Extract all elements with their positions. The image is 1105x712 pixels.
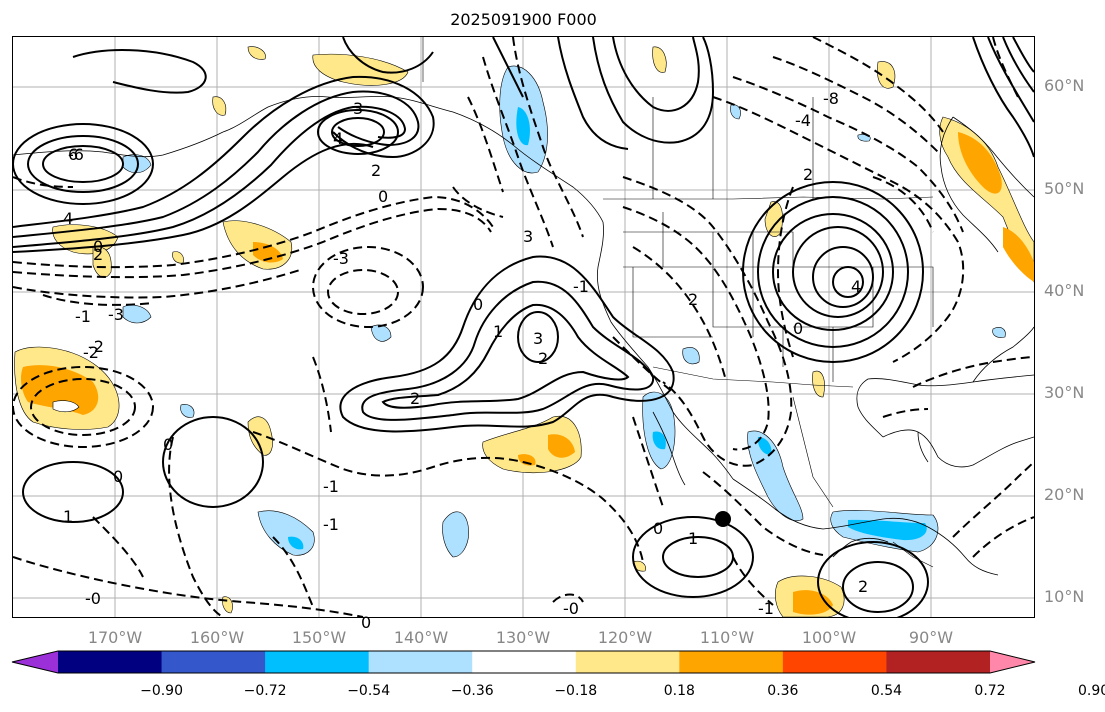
colorbar-segment [472,651,577,673]
contour-value-label: -1 [75,307,91,326]
lat-label-30n: 30°N [1044,383,1085,402]
contour-value-label: -2 [88,337,104,356]
map-panel: 3 4 2 0 6 4 2 -3 -2 -1 0 -3 -2 2 3 2 1 0 3 -1 -0 0 -1 -1 1 -0 0 -8-… [12,36,1035,632]
contour-value-label: 0 [163,435,174,454]
lon-label-90w: 90°W [908,628,954,647]
contour-value-label: 0 [793,319,804,338]
colorbar-segment [265,651,370,673]
lat-label-60n: 60°N [1044,76,1085,95]
lat-label-50n: 50°N [1044,179,1085,198]
contour-value-label: -4 [795,111,811,130]
storm-marker-icon [715,511,731,527]
contour-value-label: 2 [858,577,869,596]
contour-value-label: 3 [533,329,544,348]
colorbar-segment [575,651,680,673]
colorbar-tick-label: −0.18 [554,683,598,699]
colorbar-extend-high [990,651,1035,673]
contour-value-label: 0 [653,519,664,538]
colorbar-tick-label: 0.72 [974,683,1006,699]
contour-value-label: 0 [473,295,484,314]
colorbar-segment [886,651,991,673]
contour-value-label: -3 [108,305,124,324]
contour-value-label: 3 [523,227,534,246]
colorbar-tick-label: −0.36 [450,683,494,699]
colorbar-segment [782,651,887,673]
colorbar-segment [58,651,163,673]
lon-label-120w: 120°W [597,628,653,647]
colorbar-outline [11,650,1036,674]
contour-value-label: -1 [573,277,589,296]
colorbar-tick-label: 0.18 [663,683,695,699]
contour-value-label: 0 [93,237,104,256]
contour-value-label: 4 [63,209,74,228]
contour-value-label: -0 [85,589,101,608]
colorbar-tick-label: 0.36 [767,683,799,699]
contour-value-label: 0 [378,187,389,206]
contours-positive [13,37,1034,617]
contour-value-label: -6 [68,145,84,164]
lat-label-20n: 20°N [1044,485,1085,504]
lat-label-10n: 10°N [1044,587,1085,606]
contour-value-label: -1 [323,477,339,496]
colorbar-tick-label: 0.54 [870,683,903,699]
contours-negative [13,37,1034,617]
shaded-negative-regions [122,65,1006,558]
contour-value-label: -8 [823,89,839,108]
contour-value-label: 3 [353,99,364,118]
lon-label-140w: 140°W [393,628,449,647]
map-svg [13,37,1034,617]
lon-label-100w: 100°W [801,628,857,647]
contour-value-label: 4 [851,277,862,296]
map-title: 2025091900 F000 [450,10,597,29]
contour-value-label: 2 [410,389,421,408]
colorbar-segment [368,651,473,673]
colorbar-segment [161,651,266,673]
contour-value-label: -1 [758,599,774,618]
contour-value-label: 2 [803,165,814,184]
colorbar-tick-label: 0.90 [1077,683,1105,699]
colorbar-tick-label: −0.90 [140,683,183,699]
colorbar-extend-low [12,651,58,673]
contour-value-label: 1 [63,507,74,526]
colorbar [11,650,1036,674]
colorbar-tick-label: −0.72 [243,683,287,699]
lon-label-170w: 170°W [87,628,143,647]
lon-label-110w: 110°W [699,628,755,647]
colorbar-segment [679,651,784,673]
contour-value-label: -0 [563,599,579,618]
colorbar-tick-label: −0.54 [347,683,391,699]
contour-value-label: 1 [493,322,504,341]
contour-value-label: 0 [113,467,124,486]
contour-value-label: 0 [361,613,372,632]
lon-label-160w: 160°W [189,628,245,647]
contour-value-label: 1 [688,529,699,548]
contour-value-label: 2 [538,349,549,368]
contour-value-label: 2 [93,245,104,264]
contour-value-label: 2 [371,161,382,180]
contour-value-label: -1 [323,515,339,534]
contour-value-label: -2 [83,343,99,362]
contour-value-label: -3 [333,249,349,268]
lon-label-150w: 150°W [291,628,347,647]
lon-label-130w: 130°W [495,628,551,647]
contour-value-label: 2 [688,290,699,309]
lat-label-40n: 40°N [1044,281,1085,300]
contour-value-label: 6 [68,145,79,164]
shaded-positive-regions [14,46,1034,617]
contour-value-label: 4 [333,129,344,148]
